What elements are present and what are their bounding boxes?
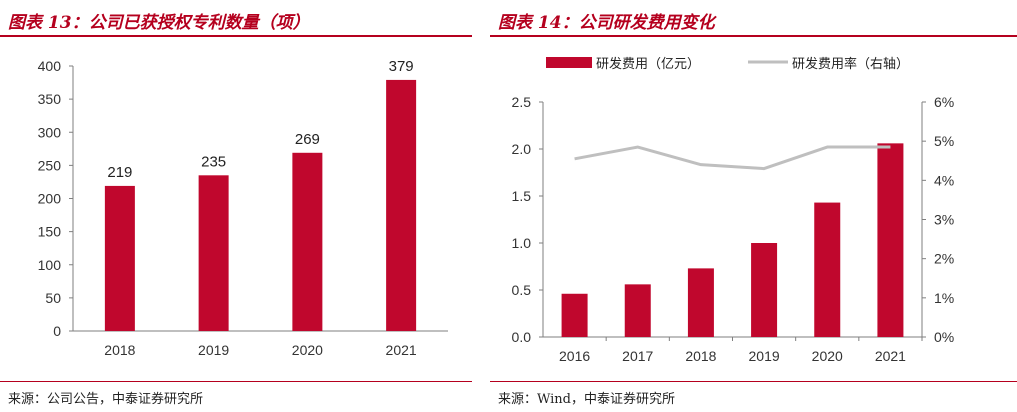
figure-14-source: 来源：Wind，中泰证券研究所 [498, 392, 675, 407]
y-tick-label: 100 [38, 257, 62, 273]
y-tick-label: 150 [38, 224, 62, 240]
y-tick-label: 200 [38, 191, 62, 207]
figure-13-title: 图表 13：公司已获授权专利数量（项） [8, 13, 310, 33]
x-tick-label: 2017 [622, 348, 653, 364]
y-tick-label: 400 [38, 58, 62, 74]
figure-13-title-rule [0, 35, 472, 37]
rd-expense-chart: 研发费用（亿元） 研发费用率（右轴） 0.0 0.5 1.0 1.5 2.0 2.5 0% 1% 2… [512, 56, 955, 364]
figure-14-title: 图表 14：公司研发费用变化 [498, 13, 715, 33]
data-label: 219 [107, 164, 132, 181]
x-tick-label: 2018 [104, 342, 135, 358]
data-label: 235 [201, 153, 226, 170]
legend-bar-swatch [546, 57, 592, 68]
figure-13-source-rule [0, 381, 472, 382]
bar [104, 185, 135, 331]
figure-14-panel: 图表 14：公司研发费用变化 研发费用（亿元） 研发费用率（右轴） 0.0 0.5 1.… [490, 0, 1017, 412]
bar [687, 268, 714, 337]
y-tick-label: 250 [38, 157, 62, 173]
bar [561, 293, 588, 337]
figure-13-source: 来源：公司公告，中泰证券研究所 [8, 392, 204, 407]
x-tick-label: 2019 [749, 348, 780, 364]
data-label: 269 [295, 131, 320, 148]
patent-count-chart: 0 50 100 150 200 250 300 350 400 219 2018 235 2019 26… [38, 58, 448, 358]
left-y-tick-label: 0.0 [512, 329, 532, 345]
bar [386, 79, 417, 331]
legend-line-label: 研发费用率（右轴） [792, 56, 909, 71]
data-label: 379 [389, 58, 414, 75]
legend-bar-label: 研发费用（亿元） [596, 56, 700, 71]
y-tick-label: 0 [53, 323, 61, 339]
bar [751, 243, 778, 337]
figure-14-source-rule [490, 381, 1017, 382]
left-y-tick-label: 0.5 [512, 282, 532, 298]
bar [814, 202, 841, 337]
x-tick-label: 2021 [386, 342, 417, 358]
y-tick-label: 50 [45, 290, 61, 306]
figure-14-title-rule [490, 35, 1017, 37]
x-tick-label: 2018 [685, 348, 716, 364]
right-y-tick-label: 0% [934, 329, 954, 345]
left-y-tick-label: 1.0 [512, 235, 532, 251]
bar [624, 284, 651, 337]
right-y-tick-label: 6% [934, 94, 954, 110]
y-tick-label: 350 [38, 91, 62, 107]
y-tick-label: 300 [38, 124, 62, 140]
x-tick-label: 2021 [875, 348, 906, 364]
left-y-tick-label: 2.0 [512, 141, 532, 157]
figure-13-panel: 图表 13：公司已获授权专利数量（项） 0 50 100 150 200 250 300 35… [0, 0, 472, 412]
x-tick-label: 2019 [198, 342, 229, 358]
x-tick-label: 2016 [559, 348, 590, 364]
x-tick-label: 2020 [292, 342, 323, 358]
left-y-tick-label: 1.5 [512, 188, 532, 204]
right-y-tick-label: 5% [934, 133, 954, 149]
bar [877, 143, 904, 337]
rd-ratio-line [574, 145, 891, 171]
bar [292, 152, 323, 331]
x-tick-label: 2020 [812, 348, 843, 364]
right-y-tick-label: 2% [934, 251, 954, 267]
bar [198, 175, 229, 331]
right-y-tick-label: 3% [934, 212, 954, 228]
left-y-tick-label: 2.5 [512, 94, 532, 110]
right-y-tick-label: 4% [934, 172, 954, 188]
right-y-tick-label: 1% [934, 290, 954, 306]
